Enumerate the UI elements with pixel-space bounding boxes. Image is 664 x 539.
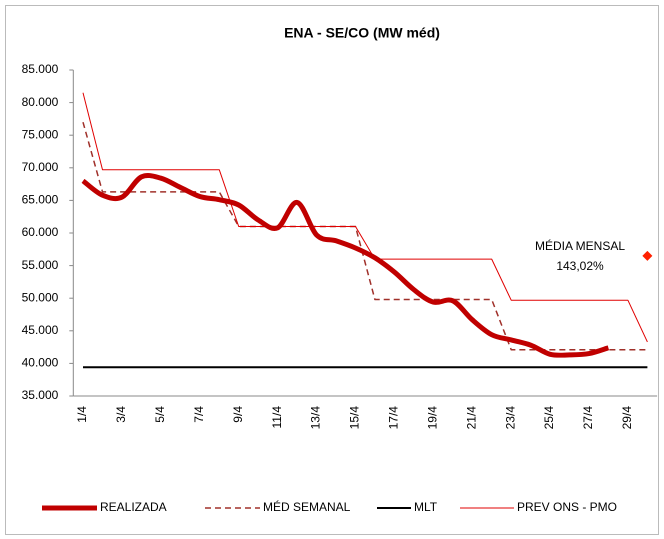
legend-label: PREV ONS - PMO bbox=[517, 500, 617, 514]
y-tick-label: 60.000 bbox=[22, 225, 59, 239]
legend-label: MLT bbox=[414, 500, 438, 514]
series-line bbox=[81, 173, 610, 358]
x-tick-label: 19/4 bbox=[425, 406, 439, 430]
y-tick-label: 85.000 bbox=[22, 62, 59, 76]
y-tick-label: 50.000 bbox=[22, 290, 59, 304]
y-tick-label: 80.000 bbox=[22, 95, 59, 109]
annotation-value: 143,02% bbox=[556, 259, 604, 273]
x-tick-label: 21/4 bbox=[464, 406, 478, 430]
y-tick-label: 45.000 bbox=[22, 323, 59, 337]
y-tick-label: 35.000 bbox=[22, 388, 59, 402]
x-tick-label: 23/4 bbox=[503, 406, 517, 430]
x-tick-label: 9/4 bbox=[231, 406, 245, 423]
x-tick-label: 25/4 bbox=[542, 406, 556, 430]
x-tick-label: 1/4 bbox=[75, 406, 89, 423]
series-line bbox=[82, 121, 648, 351]
x-tick-label: 11/4 bbox=[270, 406, 284, 429]
series-line bbox=[82, 92, 648, 343]
x-tick-label: 27/4 bbox=[581, 406, 595, 430]
y-tick-label: 55.000 bbox=[22, 258, 59, 272]
x-tick-label: 29/4 bbox=[620, 406, 634, 430]
y-tick-label: 40.000 bbox=[22, 356, 59, 370]
chart-title: ENA - SE/CO (MW méd) bbox=[284, 25, 440, 41]
x-tick-label: 7/4 bbox=[192, 406, 206, 423]
annotation-marker bbox=[642, 250, 653, 261]
legend-label: REALIZADA bbox=[100, 500, 167, 514]
y-tick-label: 75.000 bbox=[22, 127, 59, 141]
x-tick-label: 17/4 bbox=[387, 406, 401, 430]
x-tick-label: 15/4 bbox=[348, 406, 362, 430]
y-tick-label: 70.000 bbox=[22, 160, 59, 174]
legend-label: MÉD SEMANAL bbox=[263, 499, 351, 514]
x-tick-label: 13/4 bbox=[309, 406, 323, 430]
x-tick-label: 3/4 bbox=[114, 406, 128, 423]
x-tick-label: 5/4 bbox=[153, 406, 167, 423]
y-tick-label: 65.000 bbox=[22, 193, 59, 207]
annotation-text: MÉDIA MENSAL bbox=[535, 238, 625, 253]
chart-border bbox=[5, 5, 659, 535]
